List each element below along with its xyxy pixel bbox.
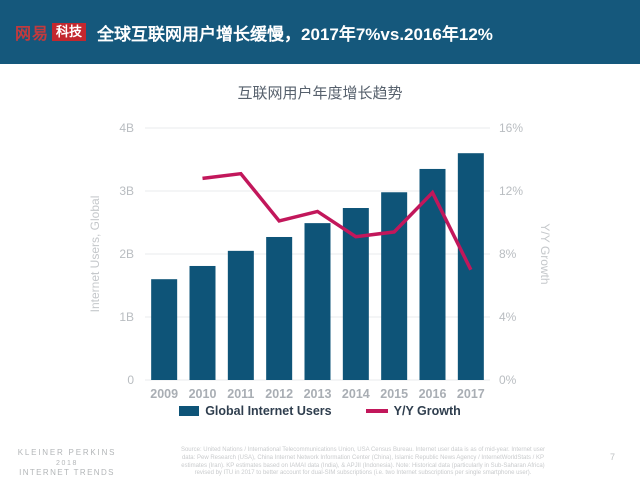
page-number: 7	[610, 452, 616, 462]
tech-logo-badge: 科技	[52, 22, 87, 42]
svg-text:2017: 2017	[457, 387, 485, 401]
svg-text:2015: 2015	[380, 387, 408, 401]
kp-brand-line: KLEINER PERKINS	[17, 448, 117, 457]
bar-series-swatch	[179, 406, 200, 416]
legend-item-line: Y/Y Growth	[365, 404, 461, 418]
svg-text:2016: 2016	[419, 387, 447, 401]
slide-headline: 全球互联网用户增长缓慢，2017年7%vs.2016年12%	[97, 24, 493, 44]
svg-text:2009: 2009	[150, 387, 178, 401]
legend-label-line: Y/Y Growth	[393, 404, 461, 418]
svg-text:2014: 2014	[342, 387, 370, 401]
svg-text:Y/Y Growth: Y/Y Growth	[538, 223, 552, 284]
legend-label-bars: Global Internet Users	[205, 404, 332, 418]
svg-text:4B: 4B	[119, 121, 134, 135]
line-series-swatch	[365, 409, 388, 413]
chart-legend: Global Internet Users Y/Y Growth	[0, 404, 640, 418]
combo-chart: 0 1B 2B 3B 4B 0% 4% 8% 12% 16% Internet Users, Glo…	[88, 121, 552, 401]
kp-report-line: INTERNET TRENDS	[19, 468, 115, 478]
svg-text:1B: 1B	[119, 310, 134, 324]
svg-text:2B: 2B	[119, 247, 134, 261]
svg-text:Internet Users, Global: Internet Users, Global	[88, 196, 102, 313]
chart-title: 互联网用户年度增长趋势	[237, 85, 403, 102]
source-note: Source: United Nations / International T…	[132, 447, 594, 478]
source-line: data: Pew Research (USA), China Internet…	[181, 454, 545, 461]
source-line: revised by ITU in 2017 to better account…	[194, 470, 532, 477]
svg-text:8%: 8%	[499, 247, 517, 261]
svg-text:2010: 2010	[189, 387, 217, 401]
source-line: estimates (Iran). KP estimates based on …	[181, 462, 545, 469]
svg-text:2013: 2013	[304, 387, 332, 401]
svg-text:0: 0	[127, 373, 134, 387]
kleiner-perkins-logo: KLEINER PERKINS 2018 INTERNET TRENDS	[8, 448, 126, 479]
header-bar: 网易 科技 全球互联网用户增长缓慢，2017年7%vs.2016年12%	[0, 0, 640, 64]
kp-year-line: 2018	[56, 459, 78, 467]
svg-text:4%: 4%	[499, 310, 517, 324]
legend-item-bars: Global Internet Users	[179, 404, 332, 418]
svg-text:0%: 0%	[499, 373, 517, 387]
netease-tech-logo: 网易 科技	[15, 20, 87, 44]
svg-text:2011: 2011	[227, 387, 254, 401]
svg-text:3B: 3B	[119, 184, 134, 198]
svg-text:2012: 2012	[265, 387, 293, 401]
source-line: Source: United Nations / International T…	[180, 447, 546, 453]
svg-text:16%: 16%	[499, 121, 523, 135]
netease-logo-text: 网易	[15, 26, 50, 43]
svg-text:12%: 12%	[499, 184, 523, 198]
